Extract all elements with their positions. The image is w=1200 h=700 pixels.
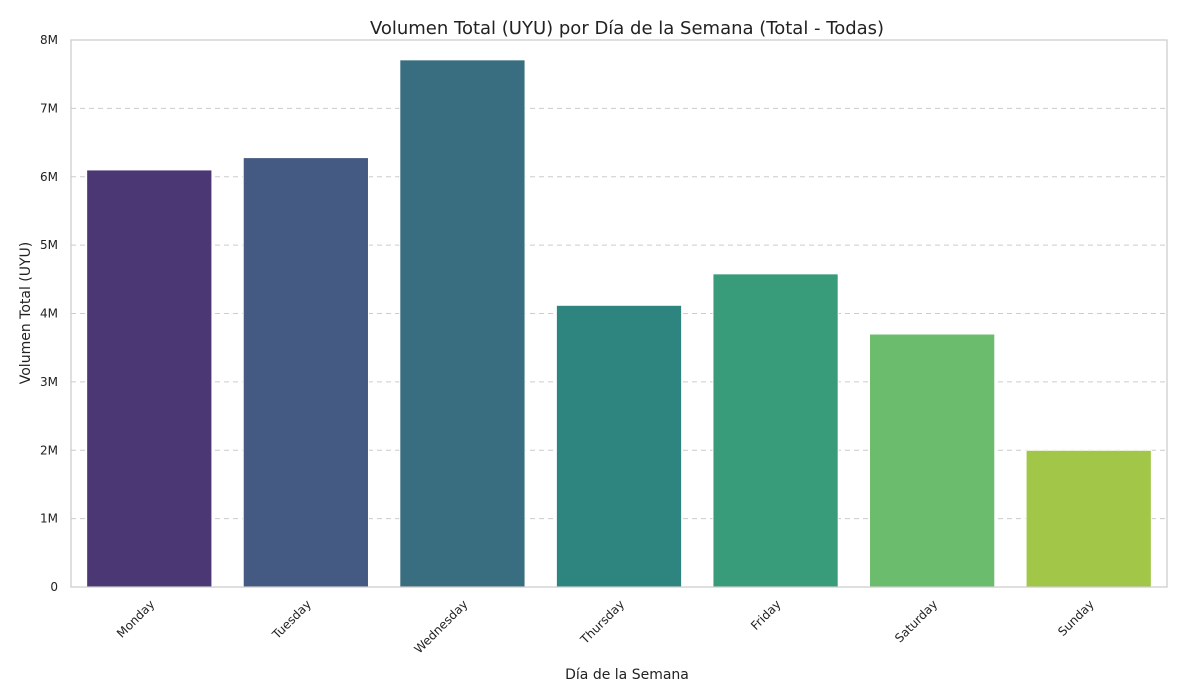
x-tick-label-sunday: Sunday — [1055, 597, 1097, 639]
bar-monday — [86, 169, 213, 588]
y-tick-label: 3M — [40, 375, 58, 389]
x-tick-label-tuesday: Tuesday — [269, 597, 314, 642]
x-tick-label-thursday: Thursday — [577, 597, 627, 647]
y-tick-label: 2M — [40, 443, 58, 457]
bar-saturday — [869, 333, 996, 588]
x-tick-label-monday: Monday — [114, 597, 157, 640]
y-tick-label: 1M — [40, 512, 58, 526]
x-tick-label-wednesday: Wednesday — [412, 597, 471, 656]
y-tick-label: 5M — [40, 238, 58, 252]
bar-tuesday — [242, 157, 369, 588]
bars — [86, 59, 1152, 588]
plot-frame — [70, 39, 1168, 588]
y-axis-label: Volumen Total (UYU) — [18, 242, 34, 385]
bar-friday — [712, 273, 839, 588]
x-axis-label: Día de la Semana — [565, 667, 689, 683]
bar-thursday — [555, 304, 683, 588]
bar-sunday — [1025, 449, 1152, 588]
y-tick-label: 0 — [50, 580, 58, 594]
y-tick-label: 6M — [40, 170, 58, 184]
y-axis-ticks: 0 1M 2M 3M 4M 5M 6M 7M 8M — [40, 33, 58, 594]
x-axis-ticks: Monday Tuesday Wednesday Thursday Friday Satu… — [114, 597, 1097, 656]
y-tick-label: 4M — [40, 307, 58, 321]
chart-title: Volumen Total (UYU) por Día de la Semana… — [370, 18, 884, 39]
x-tick-label-friday: Friday — [748, 597, 784, 633]
y-tick-label: 8M — [40, 33, 58, 47]
x-tick-label-saturday: Saturday — [892, 597, 940, 645]
y-tick-label: 7M — [40, 101, 58, 115]
bar-wednesday — [399, 59, 526, 588]
